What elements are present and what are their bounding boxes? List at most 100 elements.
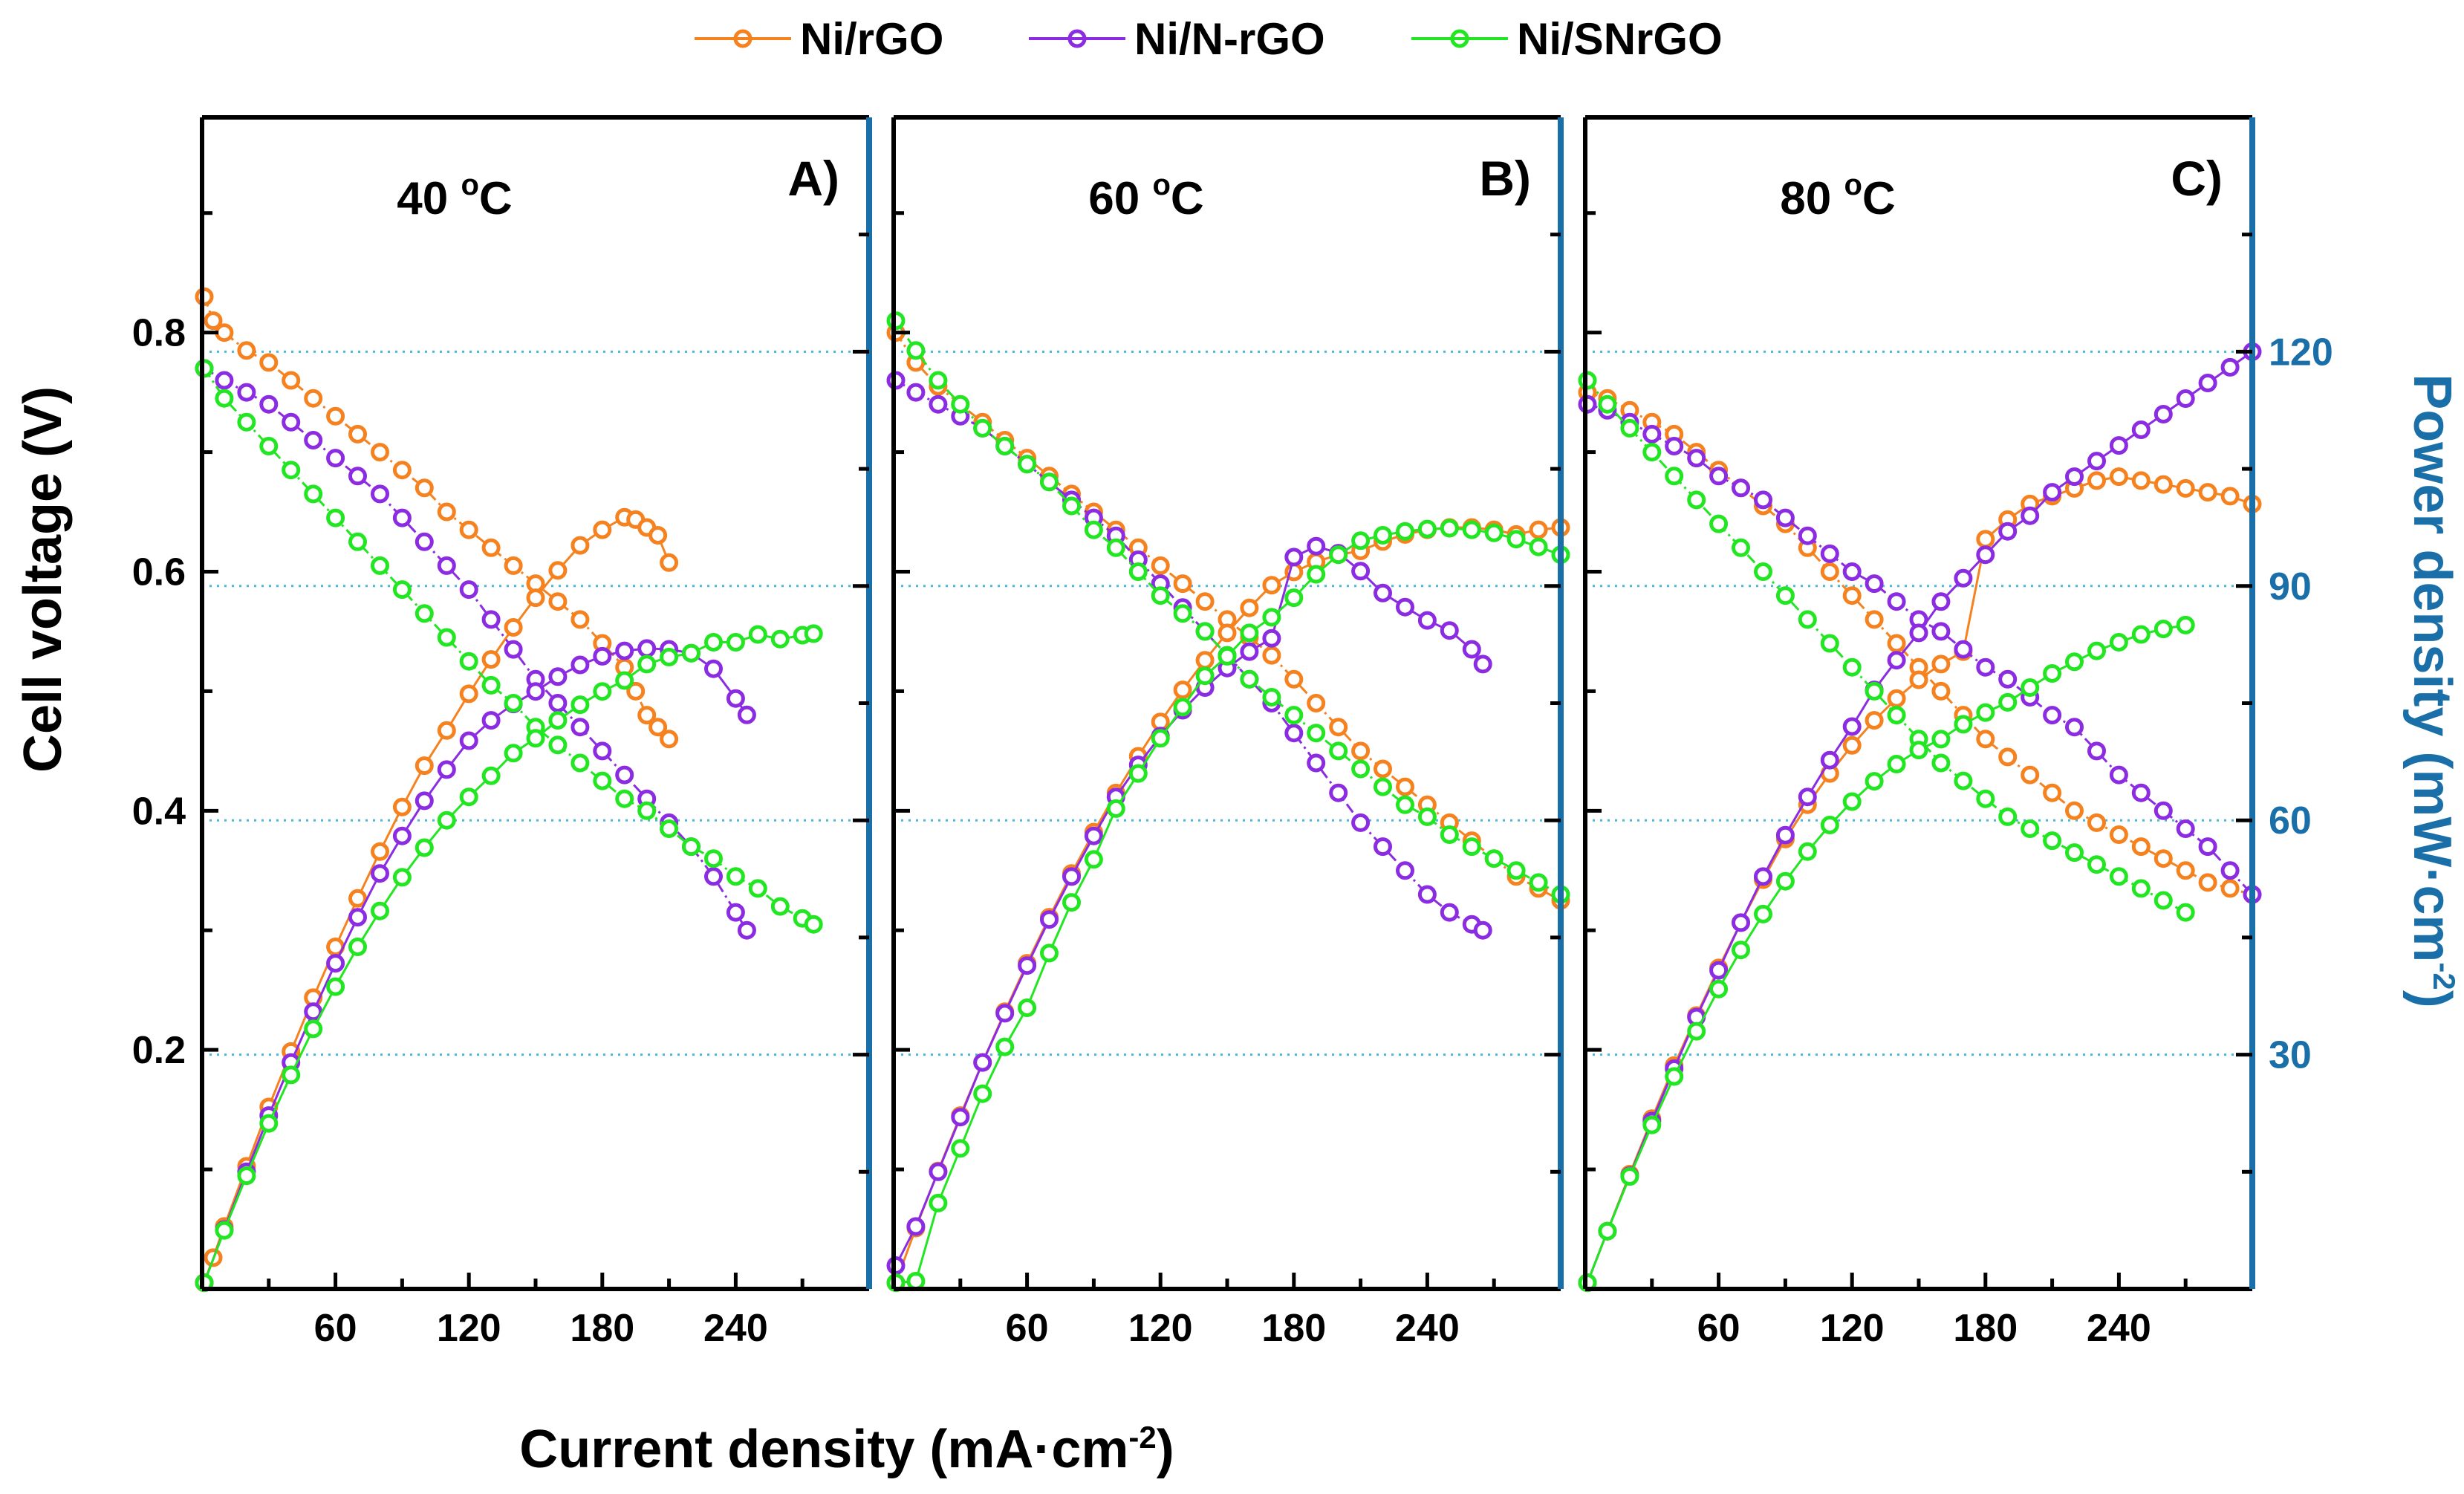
- y-tick-label-right: 90: [2269, 565, 2312, 608]
- data-point: [1084, 520, 1103, 539]
- data-point: [1709, 514, 1729, 533]
- data-point: [1084, 850, 1103, 869]
- data-point: [304, 1019, 323, 1039]
- data-point: [304, 484, 323, 504]
- data-point: [1195, 666, 1215, 686]
- data-point: [626, 681, 646, 701]
- data-point: [282, 461, 301, 480]
- data-point: [615, 671, 634, 690]
- data-point: [304, 389, 323, 408]
- data-point: [371, 556, 389, 575]
- legend-label: Ni/rGO: [800, 14, 943, 64]
- data-point: [215, 1221, 234, 1240]
- y-axis-title-left: Cell voltage (V): [13, 386, 73, 773]
- data-point: [1732, 913, 1750, 932]
- data-point: [660, 553, 679, 572]
- data-point: [637, 801, 657, 820]
- data-point: [2153, 849, 2173, 868]
- data-point: [1931, 730, 1951, 749]
- data-point: [415, 756, 434, 776]
- data-point: [906, 341, 926, 360]
- data-point: [1351, 741, 1371, 761]
- series-line: [1587, 391, 2253, 896]
- data-point: [1351, 562, 1371, 581]
- data-point: [437, 502, 456, 522]
- data-point: [1732, 478, 1750, 498]
- x-tick-label: 240: [2087, 1307, 2151, 1350]
- data-point: [415, 604, 434, 623]
- data-point: [215, 371, 234, 390]
- data-point: [737, 705, 756, 724]
- y-tick-label-right: 30: [2269, 1034, 2312, 1077]
- data-point: [2198, 873, 2217, 892]
- data-point: [571, 610, 590, 629]
- data-point: [2109, 867, 2128, 886]
- data-point: [1598, 394, 1617, 414]
- data-point: [951, 394, 970, 414]
- data-point: [1374, 837, 1392, 857]
- data-point: [215, 323, 234, 342]
- series-line: [203, 632, 814, 1284]
- data-point: [304, 431, 323, 449]
- data-point: [2087, 741, 2106, 761]
- data-point: [237, 341, 256, 360]
- data-point: [770, 897, 790, 916]
- series-ni-snrgo-voltage: [886, 311, 1570, 904]
- data-point: [2043, 783, 2062, 802]
- data-point: [415, 532, 434, 551]
- data-point: [1173, 681, 1192, 700]
- data-point: [704, 849, 723, 868]
- data-point: [1307, 565, 1326, 584]
- data-point: [1754, 562, 1772, 581]
- data-point: [259, 353, 279, 372]
- data-point: [1529, 537, 1548, 556]
- data-point: [1018, 455, 1037, 474]
- y-tick-label-left: 0.8: [132, 312, 186, 355]
- data-point: [392, 580, 412, 600]
- data-point: [548, 592, 568, 611]
- data-point: [726, 633, 745, 652]
- data-point: [282, 1065, 301, 1085]
- data-point: [593, 520, 612, 539]
- data-point: [481, 610, 501, 629]
- data-point: [504, 744, 523, 763]
- data-point: [2176, 903, 2195, 922]
- legend-item-ni-rgo: Ni/rGO: [695, 14, 943, 64]
- data-point: [1598, 1221, 1617, 1241]
- data-point: [1798, 526, 1817, 545]
- data-point: [1440, 903, 1459, 922]
- data-point: [1417, 519, 1437, 539]
- data-point: [1865, 574, 1884, 594]
- data-point: [1307, 724, 1326, 743]
- data-point: [1529, 873, 1548, 892]
- data-point: [2043, 831, 2062, 851]
- data-point: [648, 718, 668, 737]
- legend-label: Ni/SNrGO: [1517, 14, 1723, 64]
- data-point: [1976, 545, 1995, 565]
- data-point: [2131, 837, 2151, 857]
- data-point: [2065, 467, 2084, 487]
- y-tick-label-left: 0.6: [132, 550, 186, 594]
- data-point: [2131, 783, 2151, 802]
- data-point: [1396, 522, 1414, 541]
- data-point: [1842, 586, 1862, 605]
- data-point: [2176, 861, 2195, 880]
- data-point: [371, 443, 389, 462]
- data-point: [1417, 885, 1437, 904]
- panel-temperature: 40 oC: [397, 169, 512, 224]
- data-point: [1976, 657, 1995, 677]
- data-point: [526, 729, 545, 748]
- data-point: [1976, 530, 1995, 549]
- data-point: [1128, 764, 1148, 783]
- data-point: [1798, 842, 1817, 861]
- data-point: [1084, 826, 1103, 845]
- data-point: [1351, 531, 1371, 550]
- data-point: [615, 765, 634, 785]
- series-line: [203, 516, 670, 1284]
- data-point: [1417, 611, 1437, 630]
- data-point: [1529, 520, 1548, 539]
- series-ni-snrgo-voltage: [195, 359, 823, 934]
- data-point: [415, 791, 434, 811]
- data-point: [2065, 801, 2084, 820]
- data-point: [1462, 837, 1481, 857]
